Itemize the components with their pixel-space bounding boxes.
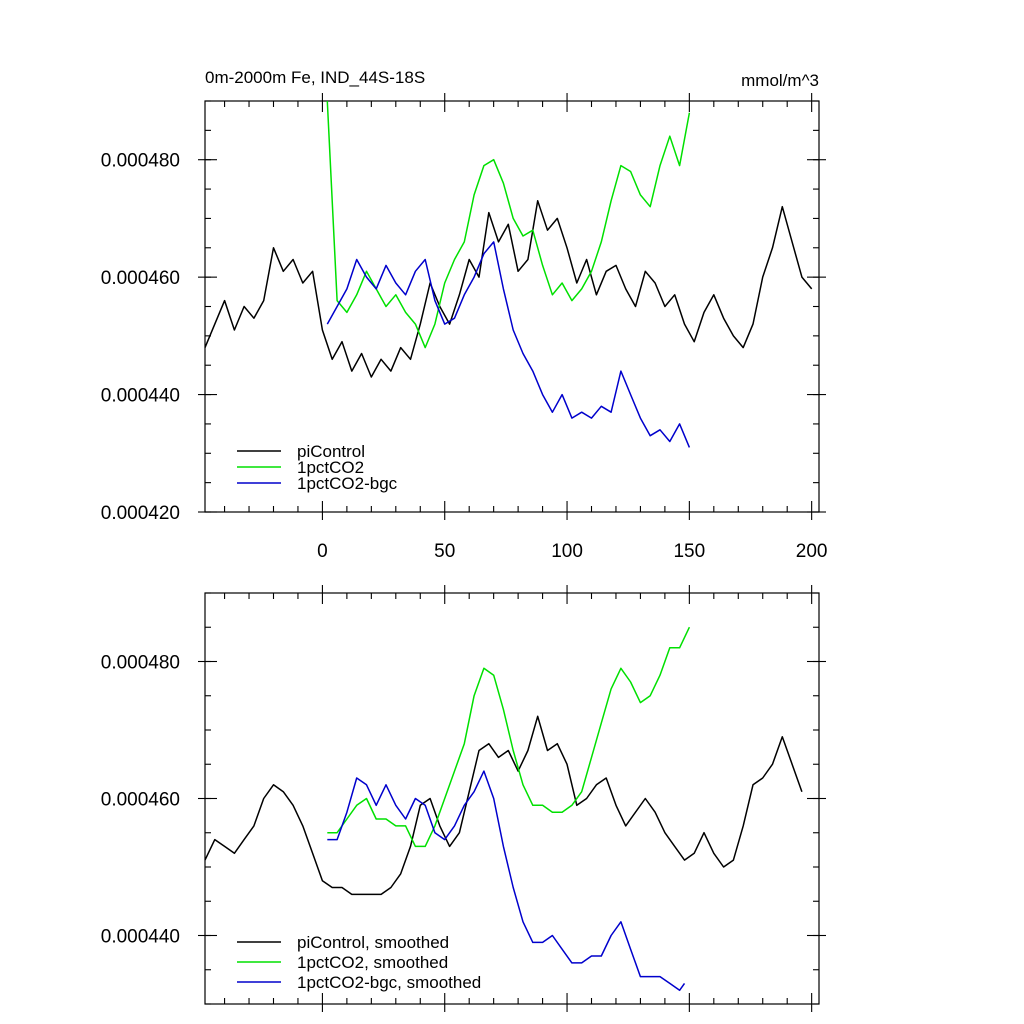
x-tick-label: 100 xyxy=(551,541,583,562)
chart-title: 0m-2000m Fe, IND_44S-18S xyxy=(205,68,425,87)
y-tick-label: 0.000480 xyxy=(101,151,180,172)
series-line-2 xyxy=(326,100,691,349)
legend-label: 1pctCO2-bgc, smoothed xyxy=(297,973,481,992)
series-line-3 xyxy=(326,241,691,448)
bottom-series-group xyxy=(204,626,803,992)
y-tick-label: 0.000440 xyxy=(101,927,180,948)
legend-label: piControl xyxy=(297,442,365,461)
series-line-2 xyxy=(327,626,691,848)
y-tick-label: 0.000460 xyxy=(101,790,180,811)
legend-label: piControl, smoothed xyxy=(297,933,449,952)
legend-label: 1pctCO2-bgc xyxy=(297,474,398,493)
y-tick-label: 0.000440 xyxy=(101,386,180,407)
series-line-1 xyxy=(204,200,813,378)
x-tick-label: 150 xyxy=(673,541,705,562)
top-axis-ticks: 0 50 100 150 200 0.000420 0.000440 0.000460 0.00… xyxy=(101,93,828,562)
x-tick-label: 200 xyxy=(796,541,828,562)
x-tick-label: 0 xyxy=(317,541,328,562)
y-tick-label: 0.000420 xyxy=(101,503,180,524)
top-panel: 0 50 100 150 200 0.000420 0.000440 0.000460 0.00… xyxy=(101,93,828,562)
legend-label: 1pctCO2, smoothed xyxy=(297,953,448,972)
bottom-panel: 0.000440 0.000460 0.000480 piControl, smoo… xyxy=(101,585,826,1012)
legend-label: 1pctCO2 xyxy=(297,458,364,477)
series-line-3 xyxy=(327,770,686,992)
y-tick-label: 0.000480 xyxy=(101,653,180,674)
x-tick-label: 50 xyxy=(434,541,455,562)
series-line-1 xyxy=(204,715,803,896)
units-label: mmol/m^3 xyxy=(741,71,819,90)
bottom-axis-ticks: 0.000440 0.000460 0.000480 xyxy=(101,585,826,1012)
top-series-group xyxy=(204,100,813,448)
y-tick-label: 0.000460 xyxy=(101,268,180,289)
